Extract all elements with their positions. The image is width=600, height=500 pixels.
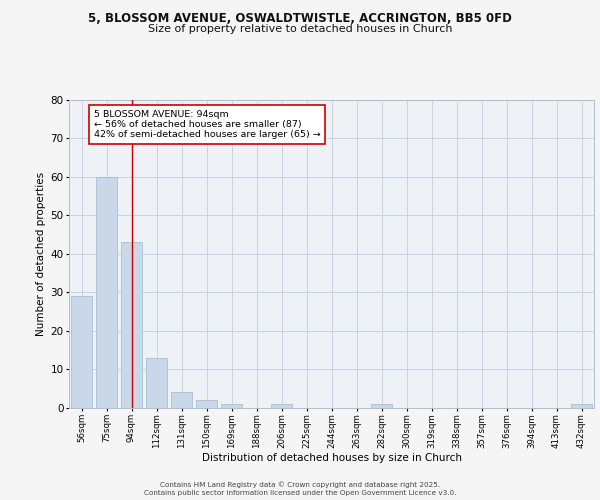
Text: 5 BLOSSOM AVENUE: 94sqm
← 56% of detached houses are smaller (87)
42% of semi-de: 5 BLOSSOM AVENUE: 94sqm ← 56% of detache… [94, 110, 321, 140]
X-axis label: Distribution of detached houses by size in Church: Distribution of detached houses by size … [202, 454, 461, 464]
Bar [96, 177, 117, 408]
Y-axis label: Number of detached properties: Number of detached properties [36, 172, 46, 336]
Text: Size of property relative to detached houses in Church: Size of property relative to detached ho… [148, 24, 452, 34]
Text: 5, BLOSSOM AVENUE, OSWALDTWISTLE, ACCRINGTON, BB5 0FD: 5, BLOSSOM AVENUE, OSWALDTWISTLE, ACCRIN… [88, 12, 512, 26]
Bar [146, 358, 167, 408]
Bar [221, 404, 242, 407]
Bar [171, 392, 192, 407]
Bar [271, 404, 292, 407]
Bar [371, 404, 392, 407]
Bar [71, 296, 92, 408]
Text: Contains HM Land Registry data © Crown copyright and database right 2025.
Contai: Contains HM Land Registry data © Crown c… [144, 482, 456, 496]
Bar [571, 404, 592, 407]
Bar [196, 400, 217, 407]
Bar [121, 242, 142, 408]
